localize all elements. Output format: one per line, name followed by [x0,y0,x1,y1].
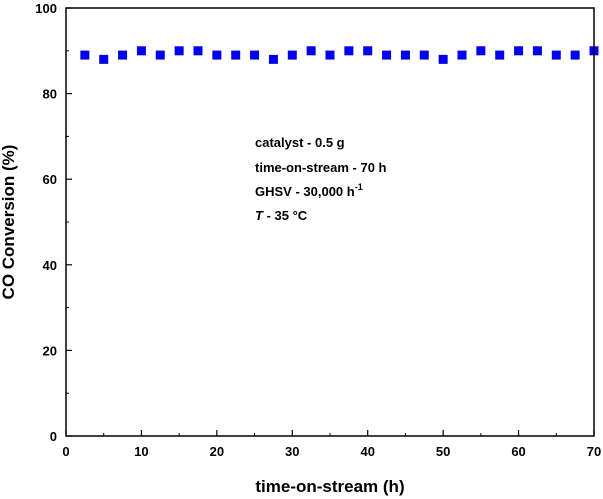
annotation-box: catalyst - 0.5 g time-on-stream - 70 h G… [255,135,387,223]
x-tick-label: 10 [134,444,148,459]
data-point [80,50,90,60]
data-point [382,50,392,60]
y-tick-label: 60 [43,172,57,187]
plot-frame [65,7,595,437]
annotation-temperature-symbol: T [255,208,264,223]
annotation-temperature-value: - 35 °C [263,208,308,223]
data-point [212,50,222,60]
x-tick-label: 30 [285,444,299,459]
data-point [400,50,410,60]
y-tick-label: 80 [43,87,57,102]
data-point [419,50,429,60]
data-point [457,50,467,60]
x-tick-label: 70 [587,444,601,459]
data-point [193,46,203,56]
data-point [99,54,109,64]
annotation-temperature: T - 35 °C [255,208,308,223]
y-tick-label: 40 [43,258,57,273]
data-point [514,46,524,56]
x-tick-label: 50 [436,444,450,459]
annotation-catalyst: catalyst - 0.5 g [255,135,345,150]
x-tick-label: 40 [360,444,374,459]
axis-tick-labels: 0 10 20 30 40 50 60 70 0 20 40 60 80 100 [35,1,601,459]
y-tick-label: 100 [35,1,57,16]
data-point [155,50,165,60]
data-point [250,50,260,60]
data-point [495,50,505,60]
data-point [136,46,146,56]
x-tick-label: 20 [210,444,224,459]
annotation-ghsv-main: GHSV - 30,000 h [255,184,355,199]
data-point [532,46,542,56]
data-point [438,54,448,64]
y-axis-title: CO Conversion (%) [0,145,18,300]
x-tick-label: 60 [511,444,525,459]
data-point [268,54,278,64]
y-tick-label: 20 [43,343,57,358]
data-point [476,46,486,56]
data-points [80,46,599,64]
data-point [570,50,580,60]
data-point [287,50,297,60]
y-tick-label: 0 [50,429,57,444]
data-point [363,46,373,56]
annotation-time-on-stream: time-on-stream - 70 h [255,160,387,175]
annotation-ghsv: GHSV - 30,000 h-1 [255,182,363,199]
data-point [231,50,241,60]
data-point [118,50,128,60]
x-tick-label: 0 [62,444,69,459]
data-point [306,46,316,56]
data-point [344,46,354,56]
x-axis-title: time-on-stream (h) [255,477,404,496]
axis-ticks [65,7,595,437]
data-point [325,50,335,60]
data-point [174,46,184,56]
data-point [551,50,561,60]
annotation-ghsv-superscript: -1 [355,182,363,192]
